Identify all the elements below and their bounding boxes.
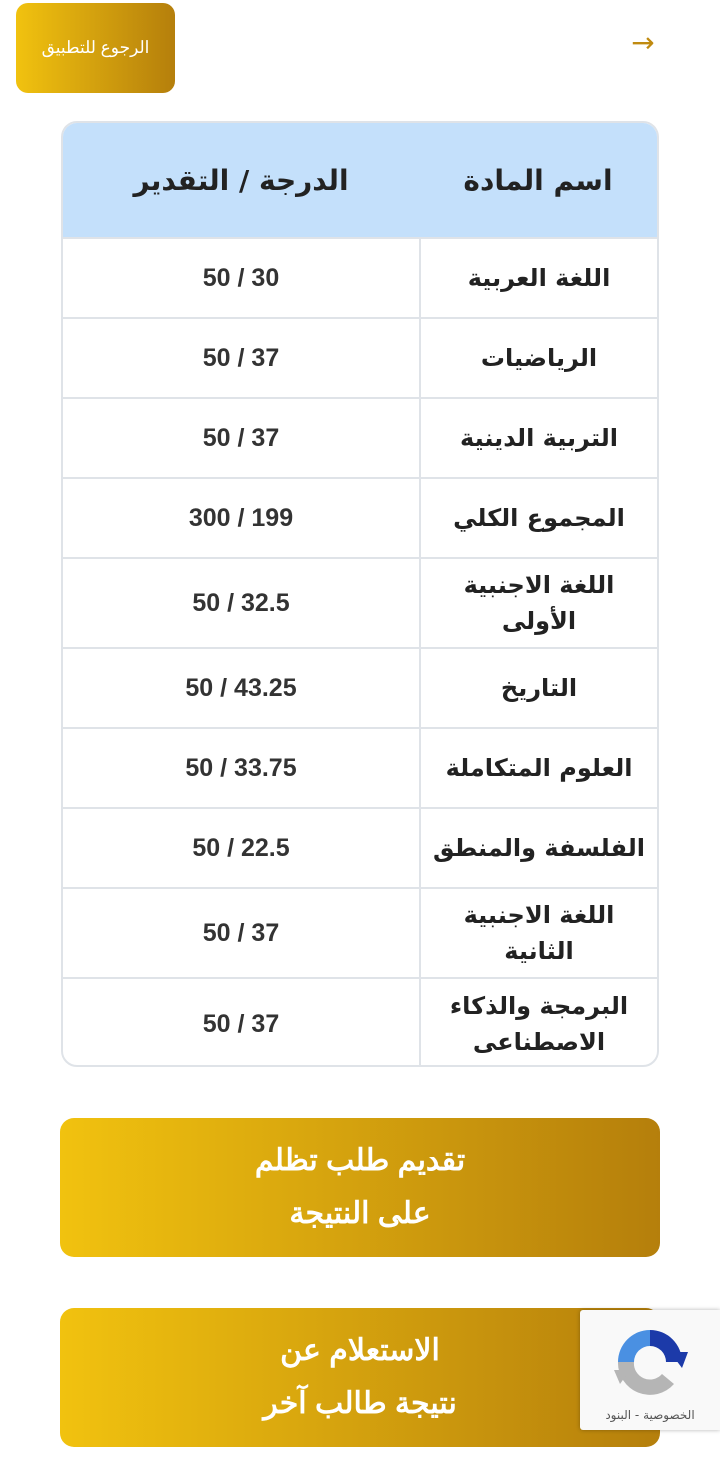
subject-cell: الفلسفة والمنطق [419,809,657,887]
grade-cell: 300 / 199 [188,503,294,532]
grade-cell: 50 / 30 [202,263,280,292]
grade-cell: 50 / 43.25 [185,673,297,702]
table-row: التربية الدينية 50 / 37 [63,397,657,477]
appeal-line2: على النتيجة [289,1196,431,1230]
table-row: الفلسفة والمنطق 50 / 22.5 [63,807,657,887]
table-row: البرمجة والذكاء الاصطناعى 50 / 37 [63,977,657,1065]
subject-cell: اللغة العربية [419,239,657,317]
subject-cell: المجموع الكلي [419,479,657,557]
table-row: اللغة الاجنبية الثانية 50 / 37 [63,887,657,977]
grade-cell: 50 / 37 [202,1009,280,1038]
appeal-line1: تقديم طلب تظلم [254,1144,466,1177]
recaptcha-icon [614,1330,688,1395]
grade-cell: 50 / 37 [202,918,280,947]
inquiry-line1: الاستعلام عن [280,1334,440,1367]
grade-cell: 50 / 32.5 [192,588,290,617]
back-to-app-button[interactable]: الرجوع للتطبيق [16,3,175,93]
inquiry-line2: نتيجة طالب آخر [263,1386,457,1420]
subject-cell: البرمجة والذكاء الاصطناعى [419,979,657,1065]
table-row: اللغة الاجنبية الأولى 50 / 32.5 [63,557,657,647]
header-grade: الدرجة / التقدير [133,163,349,197]
header-subject: اسم المادة [463,163,613,197]
table-header: اسم المادة الدرجة / التقدير [63,123,657,237]
grade-cell: 50 / 37 [202,343,280,372]
table-row: المجموع الكلي 300 / 199 [63,477,657,557]
subject-cell: اللغة الاجنبية الثانية [419,889,657,977]
grade-cell: 50 / 37 [202,423,280,452]
table-row: التاريخ 50 / 43.25 [63,647,657,727]
table-row: الرياضيات 50 / 37 [63,317,657,397]
table-row: اللغة العربية 50 / 30 [63,237,657,317]
table-row: العلوم المتكاملة 50 / 33.75 [63,727,657,807]
subject-cell: التاريخ [419,649,657,727]
results-table: اسم المادة الدرجة / التقدير اللغة العربي… [61,121,659,1067]
subject-cell: العلوم المتكاملة [419,729,657,807]
subject-cell: اللغة الاجنبية الأولى [419,559,657,647]
recaptcha-links[interactable]: الخصوصية - البنود [605,1408,695,1422]
grade-cell: 50 / 22.5 [192,833,290,862]
recaptcha-badge[interactable]: الخصوصية - البنود [580,1310,720,1430]
appeal-button[interactable]: تقديم طلب تظلم على النتيجة [60,1118,660,1257]
inquiry-button[interactable]: الاستعلام عن نتيجة طالب آخر [60,1308,660,1447]
arrow-right-icon[interactable]: → [631,26,655,59]
grade-cell: 50 / 33.75 [185,753,297,782]
subject-cell: التربية الدينية [419,399,657,477]
subject-cell: الرياضيات [419,319,657,397]
